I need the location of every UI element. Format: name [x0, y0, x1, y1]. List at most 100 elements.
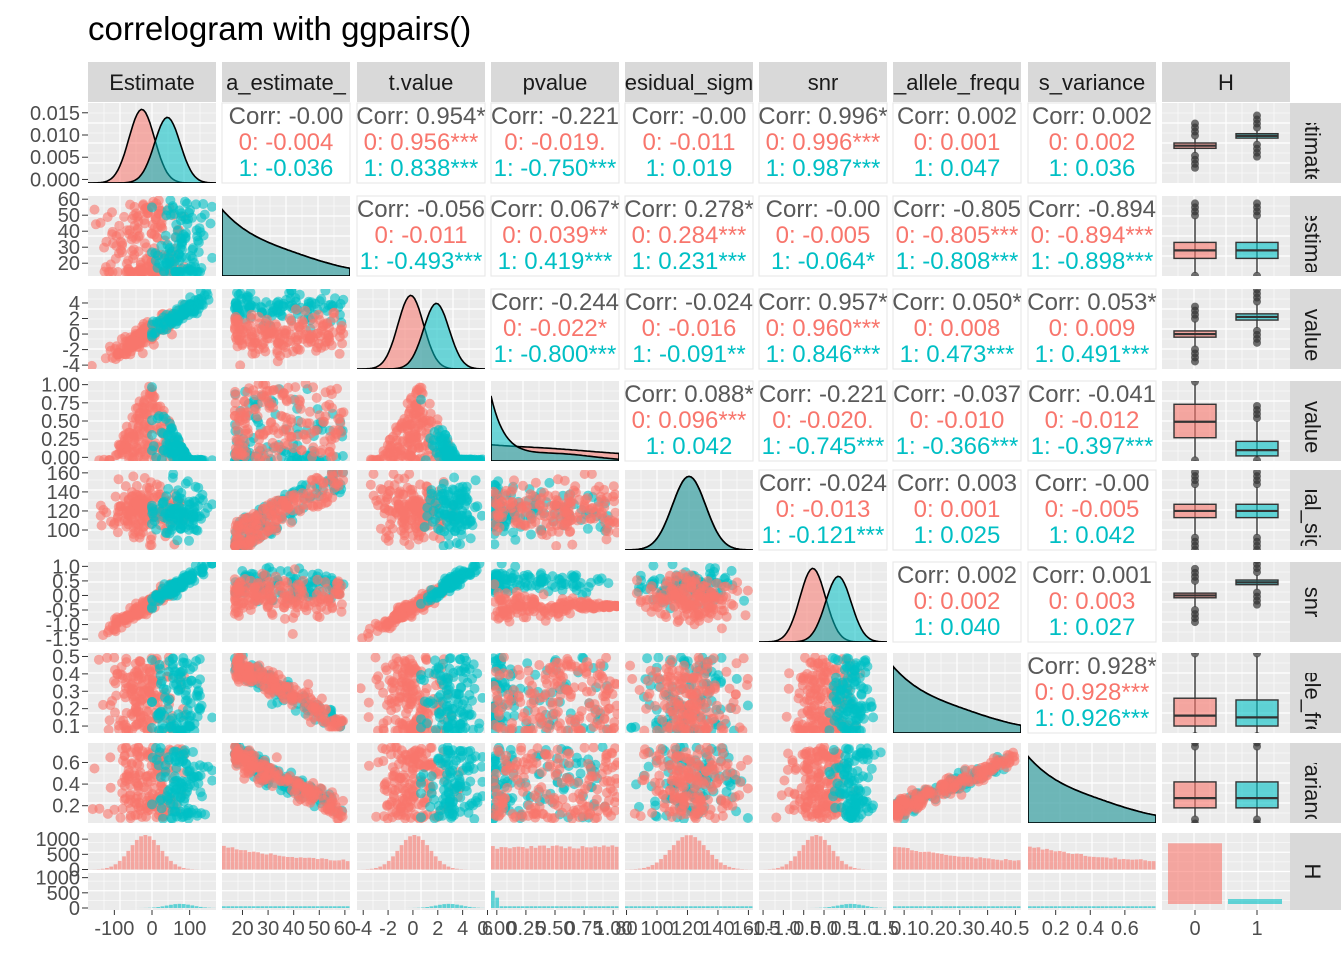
corr-panel-bg: [1027, 195, 1157, 277]
scatter-point: [310, 298, 321, 309]
scatter-point: [238, 327, 249, 338]
scatter-point: [207, 252, 216, 263]
scatter-point: [526, 529, 536, 540]
scatter-point: [196, 562, 207, 572]
scatter-point: [98, 699, 109, 710]
scatter-point: [230, 541, 241, 550]
scatter-point: [543, 491, 554, 502]
scatter-point: [175, 215, 186, 226]
corr-panel-bg: [624, 195, 754, 277]
corr-panel-bg: [758, 380, 888, 462]
scatter-point: [151, 452, 162, 461]
scatter-point: [386, 514, 397, 525]
scatter-point: [136, 267, 147, 276]
scatter-point: [123, 519, 134, 530]
scatter-point: [505, 609, 516, 620]
corr-panel-bg: [356, 195, 486, 277]
scatter-point: [702, 576, 713, 587]
scatter-point: [336, 324, 346, 335]
row-strip-label: pvalue: [1300, 389, 1325, 454]
scatter-point: [185, 454, 196, 461]
row-strip-label: t.value: [1300, 297, 1325, 362]
scatter-point: [535, 576, 546, 587]
scatter-point: [405, 602, 416, 613]
correlation-label: Corr: 0.278*: [624, 196, 753, 223]
outlier-point: [1191, 163, 1199, 172]
correlation-label: 1: 0.025: [914, 522, 1001, 549]
scatter-point: [145, 540, 155, 550]
scatter-point: [137, 597, 148, 608]
scatter-point: [554, 603, 565, 614]
scatter-point: [416, 382, 427, 393]
scatter-point: [411, 511, 422, 522]
scatter-point: [288, 612, 299, 623]
scatter-point: [316, 490, 327, 501]
correlation-label: 0: 0.002: [914, 588, 1001, 615]
scatter-point: [173, 485, 184, 496]
scatter-point: [265, 320, 275, 331]
scatter-point: [424, 398, 435, 409]
scatter-point: [384, 623, 395, 634]
scatter-point: [586, 470, 597, 479]
scatter-point: [393, 473, 404, 484]
scatter-point: [318, 482, 329, 493]
correlation-label: Corr: 0.067*: [490, 196, 619, 223]
column-strip: [759, 62, 887, 102]
outlier-point: [1253, 456, 1261, 461]
scatter-point: [509, 475, 519, 486]
scatter-point: [264, 385, 275, 396]
scatter-point: [652, 602, 663, 613]
scatter-point: [337, 338, 348, 349]
corr-panel-bg: [892, 380, 1022, 462]
scatter-point: [99, 242, 110, 253]
scatter-point: [438, 478, 449, 489]
scatter-point: [263, 516, 274, 527]
scatter-point: [262, 526, 273, 536]
scatter-point: [231, 528, 242, 539]
scatter-point: [337, 451, 348, 461]
scatter-point: [491, 596, 500, 607]
panel: [491, 381, 619, 461]
scatter-point: [318, 416, 329, 427]
scatter-point: [230, 606, 241, 617]
scatter-point: [547, 508, 558, 519]
scatter-point: [139, 238, 150, 249]
scatter-point: [156, 240, 167, 251]
scatter-point: [207, 562, 216, 569]
scatter-point: [288, 443, 299, 454]
scatter-point: [234, 416, 245, 426]
correlation-label: 1: 0.047: [914, 155, 1001, 182]
scatter-point: [267, 437, 278, 448]
scatter-point: [257, 568, 268, 579]
scatter-point: [292, 453, 303, 461]
scatter-point: [147, 603, 157, 614]
scatter-point: [328, 327, 339, 338]
panel: [222, 381, 350, 461]
scatter-point: [146, 228, 157, 239]
scatter-point: [128, 471, 139, 482]
correlation-label: 1: -0.397***: [1031, 433, 1154, 460]
scatter-point: [561, 498, 572, 509]
scatter-point: [450, 507, 461, 518]
panel: [491, 470, 619, 550]
scatter-point: [187, 253, 198, 264]
scatter-point: [402, 431, 413, 442]
scatter-point: [427, 440, 438, 451]
scatter-point: [302, 418, 312, 429]
scatter-point: [139, 403, 150, 414]
row-strip-label: dual_sig: [1300, 469, 1325, 551]
chart-title: correlogram with ggpairs(): [88, 10, 472, 47]
scatter-point: [337, 470, 348, 478]
scatter-point: [535, 525, 546, 536]
scatter-point: [292, 431, 303, 442]
scatter-point: [120, 481, 131, 492]
scatter-point: [320, 577, 331, 588]
corr-panel-bg: [758, 102, 888, 184]
panel: Corr: 0.957*0: 0.960***1: 0.846***: [758, 288, 888, 370]
scatter-point: [158, 325, 169, 336]
scatter-point: [187, 244, 198, 255]
